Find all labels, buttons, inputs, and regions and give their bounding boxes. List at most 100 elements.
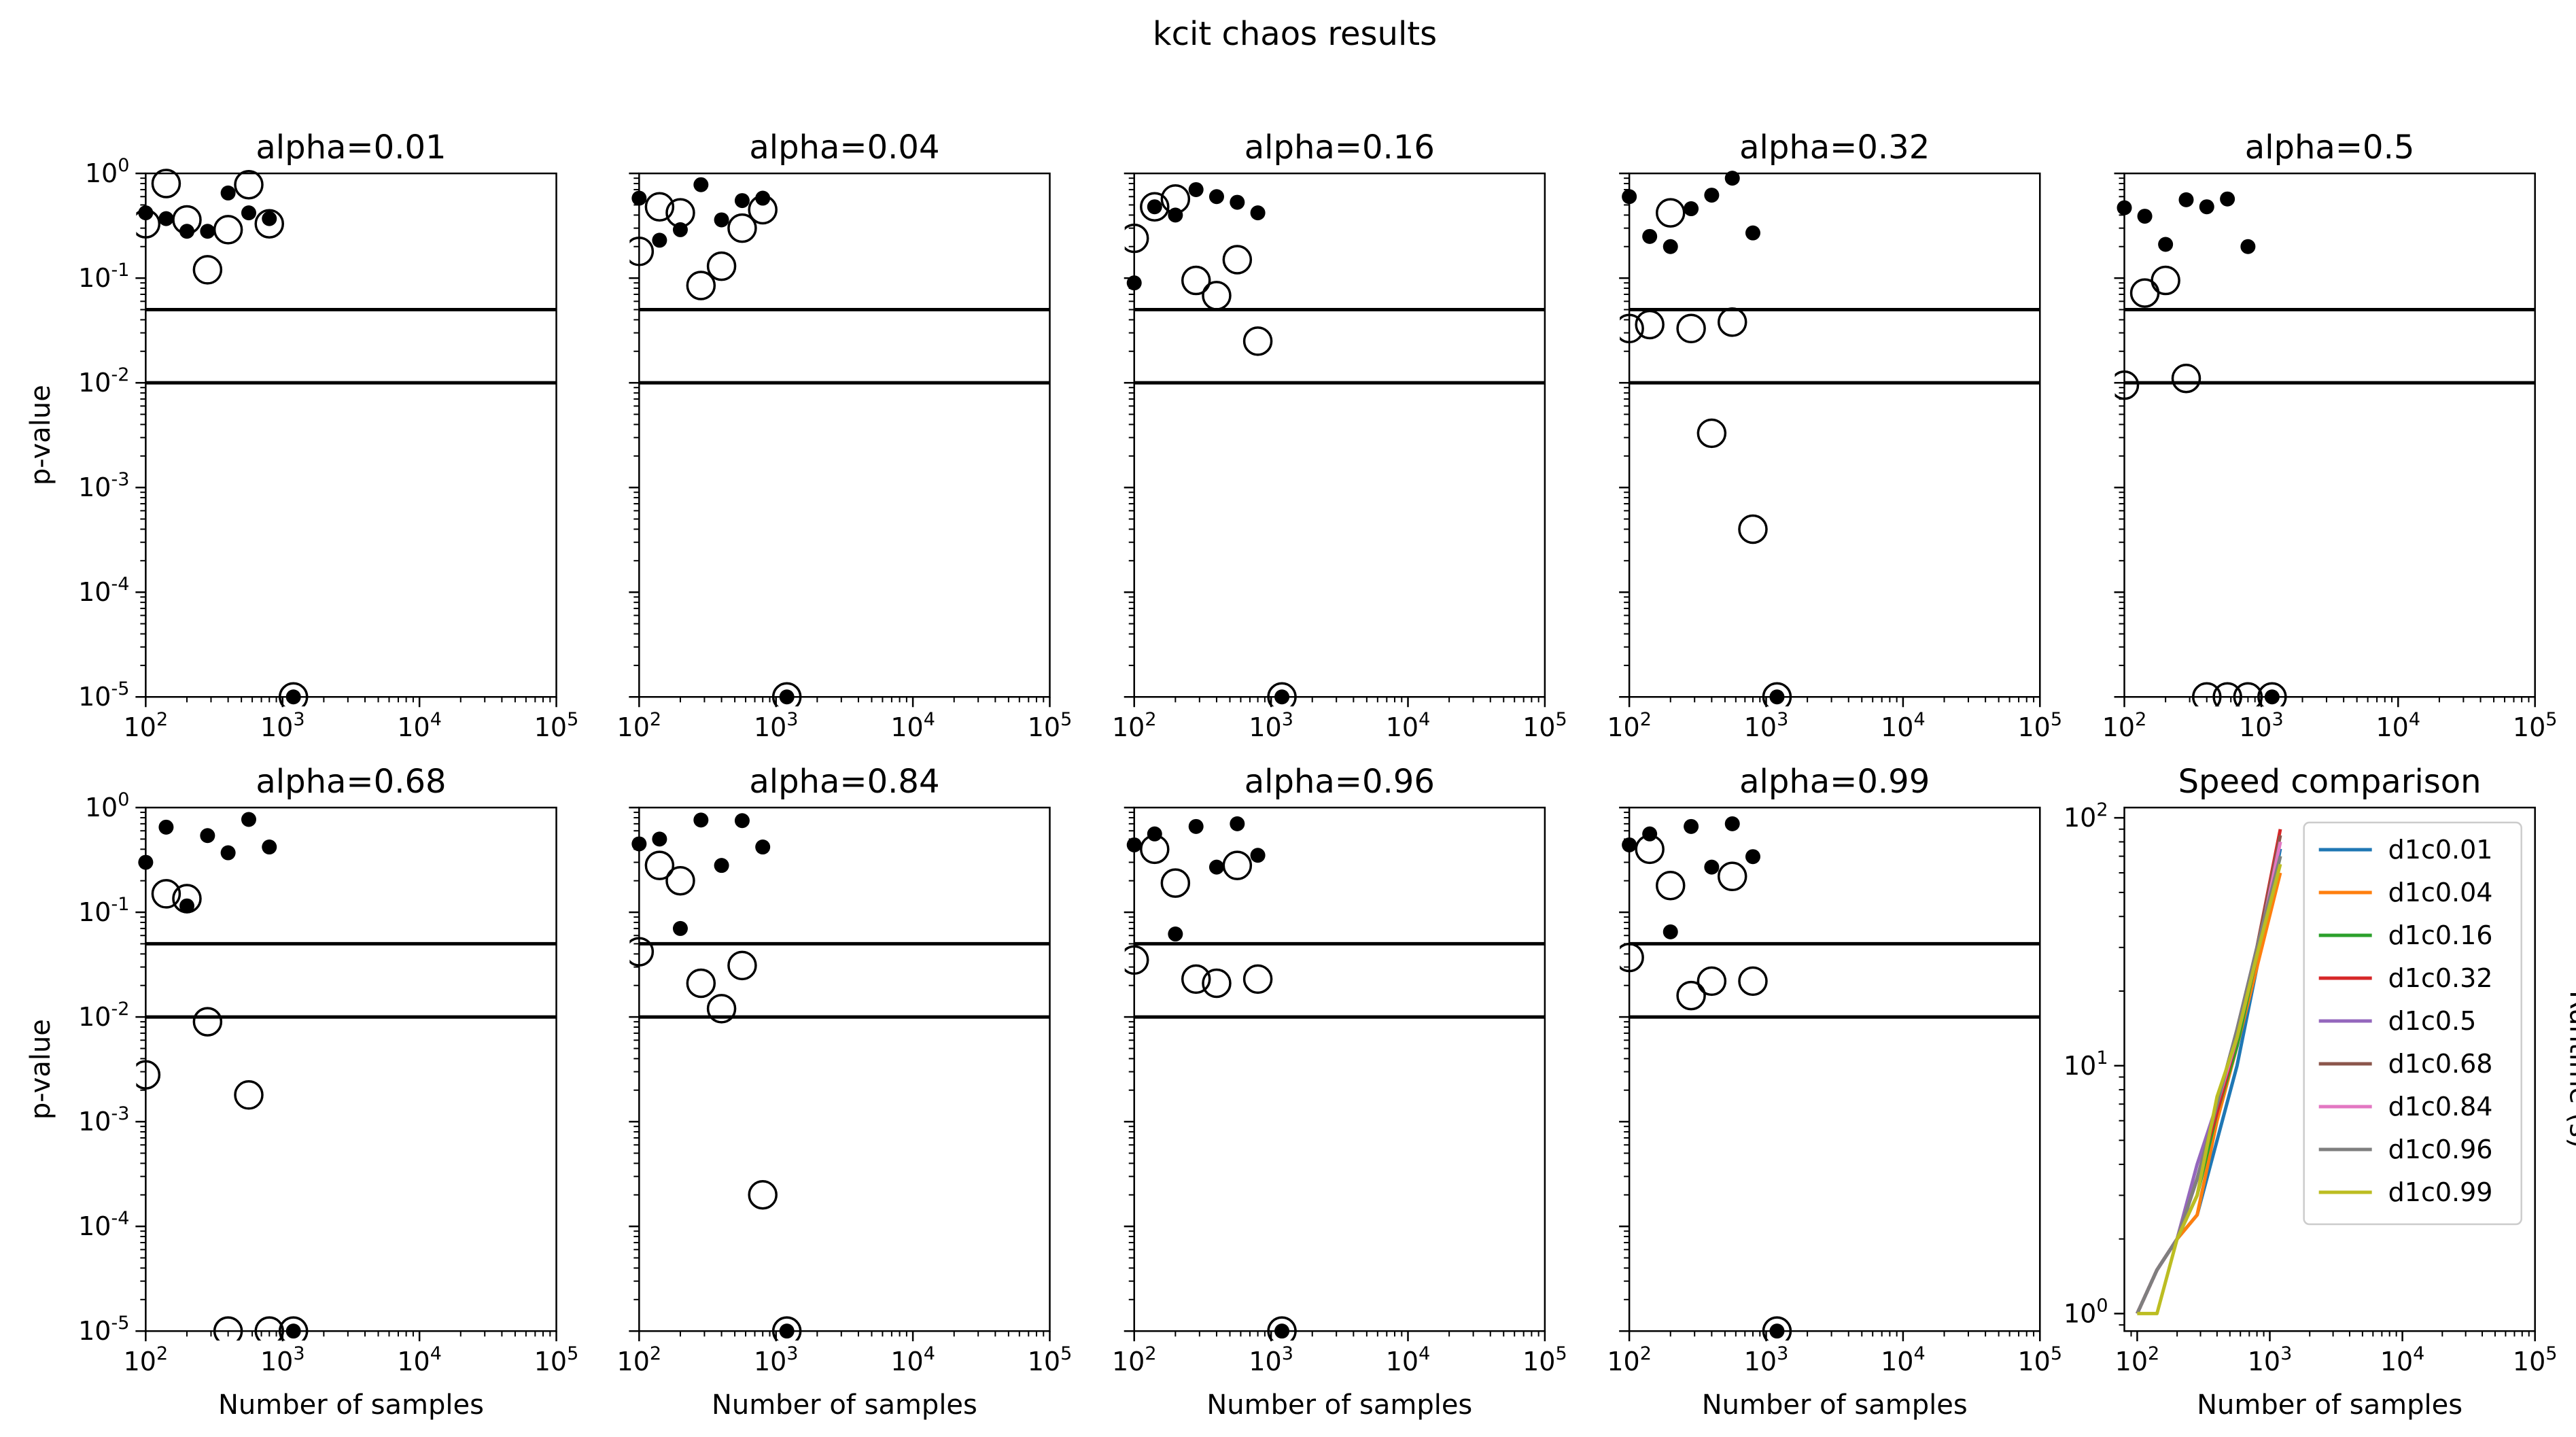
x-tick-label: 105: [1028, 709, 1073, 742]
y-tick-label: 10-2: [78, 999, 129, 1032]
panel-title: alpha=0.16: [1245, 128, 1435, 167]
legend-label: d1c0.04: [2388, 878, 2493, 907]
filled-dot-point: [1663, 924, 1678, 939]
x-tick-label: 104: [397, 709, 442, 742]
panel-title: alpha=0.5: [2245, 128, 2415, 167]
filled-dot-point: [200, 224, 215, 239]
open-circle-point: [1676, 980, 1706, 1011]
x-tick-label: 103: [260, 709, 305, 742]
y-tick-label: 100: [85, 789, 130, 823]
panel-title: alpha=0.84: [749, 763, 939, 801]
y-tick-label: 10-1: [78, 894, 129, 927]
axes-frame: [638, 172, 1051, 698]
x-tick-label: 105: [1522, 709, 1567, 742]
filled-dot-point: [2220, 191, 2235, 207]
x-tick-label: 103: [1249, 1343, 1293, 1377]
panel-title: alpha=0.32: [1739, 128, 1930, 167]
x-tick-label: 102: [2115, 1343, 2160, 1377]
x-tick-label: 104: [1881, 1343, 1926, 1377]
open-circle-point: [748, 1180, 778, 1210]
axes-frame: [638, 806, 1051, 1332]
filled-dot-point: [158, 819, 174, 835]
x-tick-label: 104: [890, 1343, 935, 1377]
filled-dot-point: [1724, 171, 1740, 186]
x-tick-label: 104: [397, 1343, 442, 1377]
x-tick-label: 105: [534, 1343, 579, 1377]
y-tick-label: 102: [2064, 799, 2108, 833]
plot-area: [629, 812, 802, 1341]
filled-dot-point: [734, 193, 750, 209]
x-tick-label: 103: [260, 1343, 305, 1377]
y-tick-label: 10-1: [78, 260, 129, 293]
x-axis-label: Number of samples: [712, 1389, 977, 1421]
filled-dot-point: [241, 812, 256, 827]
x-tick-label: 105: [2513, 1343, 2558, 1377]
open-circle-point: [1181, 964, 1211, 994]
open-circle-point: [234, 1080, 264, 1110]
open-circle-point: [1181, 265, 1211, 296]
axes-frame: [2123, 806, 2536, 1332]
filled-dot-point: [262, 839, 277, 855]
filled-dot-point: [158, 211, 174, 226]
open-circle-point: [1242, 964, 1273, 994]
panel-3: alpha=0.16 102 103 104 105: [1112, 128, 1567, 742]
open-circle-point: [1160, 868, 1191, 898]
open-circle-point: [686, 271, 716, 300]
x-tick-label: 103: [754, 709, 799, 742]
filled-dot-point: [1188, 181, 1204, 197]
x-tick-label: 103: [1744, 709, 1789, 742]
x-tick-label: 103: [1744, 1343, 1789, 1377]
legend: d1c0.01 d1c0.04 d1c0.16 d1c0.32 d1c0.5 d1c0.6…: [2303, 821, 2522, 1226]
plot-area: [1620, 171, 1792, 707]
x-tick-label: 105: [2513, 709, 2558, 742]
axes-frame: [1133, 172, 1546, 698]
filled-dot-point: [262, 211, 277, 226]
filled-dot-point: [1642, 826, 1658, 842]
y-tick-label: 10-2: [78, 364, 129, 398]
x-tick-label: 104: [1881, 709, 1926, 742]
y-axis-label: p-value: [25, 385, 56, 485]
x-tick-label: 103: [2239, 709, 2284, 742]
filled-dot-point: [652, 831, 667, 847]
legend-label: d1c0.5: [2388, 1006, 2477, 1036]
open-circle-point: [686, 968, 716, 999]
plot-area: [2136, 829, 2282, 1315]
open-circle-point: [1655, 870, 1686, 901]
filled-dot-point: [1208, 859, 1224, 875]
filled-dot-point: [755, 839, 771, 855]
open-circle-point: [1242, 326, 1273, 356]
open-circle-point: [1738, 514, 1768, 544]
open-circle-point: [1676, 313, 1706, 344]
open-circle-point: [1655, 198, 1686, 228]
x-axis-label: Number of samples: [218, 1389, 484, 1421]
open-circle-point: [234, 169, 264, 200]
filled-dot-point: [714, 212, 729, 228]
filled-dot-point: [652, 232, 667, 248]
x-tick-label: 105: [534, 709, 579, 742]
y-axis-label: p-value: [25, 1019, 56, 1120]
panel-4: alpha=0.32 102 103 104 105: [1607, 128, 2062, 742]
open-circle-point: [665, 865, 695, 896]
filled-dot-point: [1168, 207, 1183, 223]
series-line-d1c0.99: [2137, 863, 2282, 1315]
open-circle-point: [2151, 265, 2180, 296]
y-tick-label: 101: [2064, 1048, 2108, 1081]
open-circle-point: [727, 213, 757, 243]
y-tick-label: 10-5: [78, 678, 129, 712]
figure-title: kcit chaos results: [1153, 15, 1437, 53]
y-tick-label: 10-4: [78, 574, 129, 607]
x-tick-label: 103: [1249, 709, 1293, 742]
filled-dot-point: [241, 205, 256, 221]
filled-dot-point: [1230, 816, 1245, 831]
panel-9: alpha=0.99 102 103 104 105 Number of samples: [1607, 763, 2062, 1421]
axes-frame: [1628, 172, 2041, 698]
filled-dot-point: [2178, 192, 2194, 207]
filled-dot-point: [1745, 849, 1760, 865]
x-tick-label: 105: [2018, 1343, 2063, 1377]
x-tick-label: 102: [1607, 1343, 1652, 1377]
open-circle-point: [1140, 192, 1170, 222]
x-tick-label: 102: [124, 709, 169, 742]
legend-label: d1c0.84: [2388, 1092, 2493, 1122]
x-tick-label: 102: [617, 1343, 662, 1377]
